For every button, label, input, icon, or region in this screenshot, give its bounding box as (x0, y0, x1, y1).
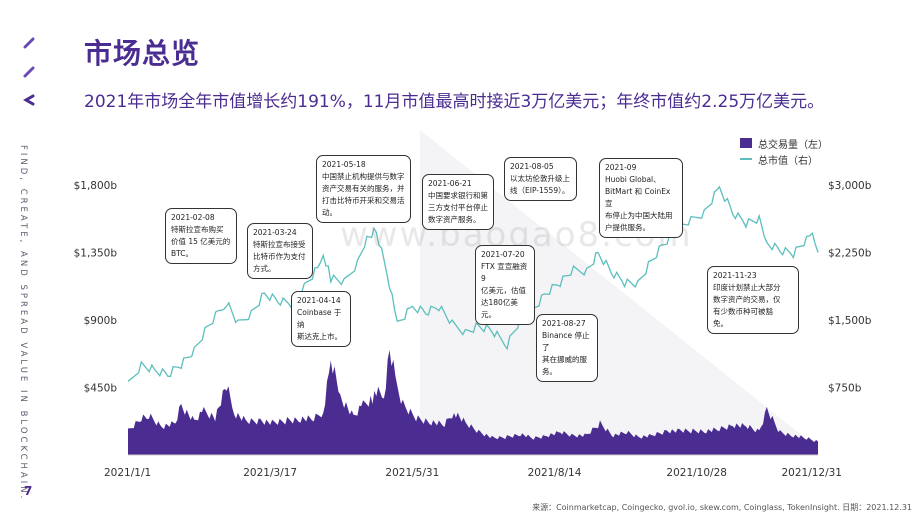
background-shape (420, 130, 820, 450)
legend-swatch-volume (740, 138, 752, 148)
page-subtitle: 2021年市场全年市值增长约191%，11月市值最高时接近3万亿美元；年终市值约… (84, 92, 825, 112)
y-left-tick-label: $1,350b (74, 248, 118, 260)
annotation-callout: 2021-11-23 印度计划禁止大部分 数字资产的交易，仅 有少数币种可被豁 … (707, 266, 799, 334)
annotation-callout: 2021-08-05 以太坊伦敦升级上 线（EIP-1559）。 (504, 157, 577, 201)
chart-legend: 总交易量（左） 总市值（右） (740, 135, 828, 167)
chevron-deco-icon (23, 94, 35, 106)
source-note: 来源：Coinmarketcap, Coingecko, gvol.io, sk… (532, 503, 912, 512)
y-left-tick-label: $450b (84, 383, 118, 395)
page-number: 7 (24, 484, 33, 498)
annotation-callout: 2021-08-27 Binance 停止了 其在挪威的服 务。 (536, 314, 598, 382)
annotation-callout: 2021-03-24 特斯拉宣布接受 比特币作为支付 方式。 (247, 223, 313, 279)
y-right-tick-label: $3,000b (828, 180, 872, 192)
y-left-tick-label: $1,800b (74, 180, 118, 192)
x-tick-label: 2021/10/28 (666, 467, 727, 479)
x-tick-label: 2021/12/31 (781, 467, 842, 479)
legend-swatch-market-cap (740, 158, 752, 160)
x-tick-label: 2021/8/14 (528, 467, 582, 479)
annotation-callout: 2021-05-18 中国禁止机构提供与数字 资产交易有关的服务，并 打击比特币… (316, 155, 411, 223)
page-title: 市场总览 (84, 37, 201, 70)
y-left-tick-label: $900b (84, 315, 118, 327)
x-tick-label: 2021/3/17 (243, 467, 297, 479)
y-right-tick-label: $2,250b (828, 247, 872, 259)
y-right-tick-label: $1,500b (828, 315, 872, 327)
x-tick-label: 2021/5/31 (385, 467, 439, 479)
annotation-callout: 2021-04-14 Coinbase 于纳 斯达克上市。 (291, 291, 351, 347)
x-tick-label: 2021/1/1 (104, 467, 151, 479)
legend-label-volume: 总交易量（左） (758, 139, 828, 151)
chevron-deco-icon (23, 66, 35, 78)
legend-label-market-cap: 总市值（右） (758, 155, 818, 167)
annotation-callout: 2021-09 Huobi Global、 BitMart 和 CoinEx 宣… (599, 158, 683, 238)
annotation-callout: 2021-06-21 中国要求银行和第 三方支付平台停止 数字资产服务。 (422, 174, 494, 230)
volume-area (128, 350, 818, 455)
market-cap-line (127, 185, 819, 382)
chevron-deco-icon (23, 37, 35, 49)
annotation-callout: 2021-02-08 特斯拉宣布购买 价值 15 亿美元的 BTC。 (165, 208, 237, 264)
annotation-callout: 2021-07-20 FTX 宣宣融资9 亿美元，估值 达180亿美元。 (475, 245, 535, 325)
y-right-tick-label: $750b (828, 382, 862, 394)
